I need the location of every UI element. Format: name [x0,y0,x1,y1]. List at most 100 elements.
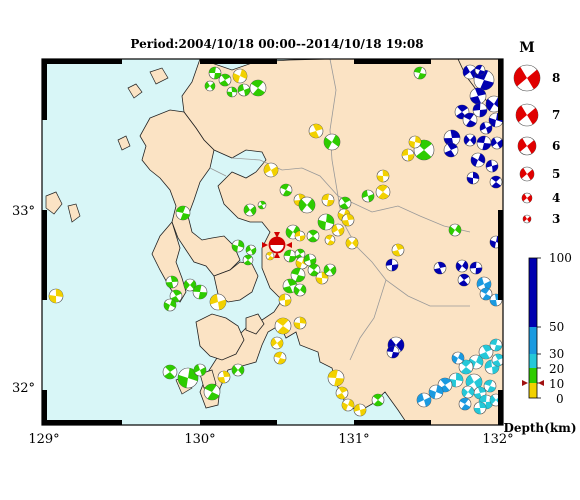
depth-tick-30: 30 [549,347,564,361]
depth-legend: 100 50 30 20 10 0 Depth(km) [503,251,576,435]
earthquake-event [165,275,179,289]
earthquake-event [331,223,345,237]
earthquake-event [237,83,251,97]
earthquake-event [401,148,415,162]
earthquake-event [249,79,267,97]
earthquake-event [479,121,493,135]
hizen-peninsula [139,109,241,277]
earthquake-event [317,213,335,231]
magnitude-legend-label-7: 7 [552,108,560,122]
depth-marker-left [522,380,528,386]
earthquake-event [294,230,306,242]
islet-w2 [67,203,81,223]
frame-bar-left [42,390,47,425]
lat-label-33: 33° [12,204,35,219]
earthquake-event [476,135,492,151]
earthquake-event [458,397,472,411]
magnitude-legend-ball-7 [515,103,539,127]
depth-band-20-30 [529,354,537,368]
earthquake-event [483,379,497,393]
earthquake-event [279,183,293,197]
earthquake-event [245,244,257,256]
depth-band-0-10 [529,383,537,398]
frame-bar-top [42,59,122,64]
earthquake-event [463,133,477,147]
earthquake-event [283,249,297,263]
amakusa-small [245,313,265,335]
period-title: Period:2004/10/18 00:00--2014/10/18 19:0… [130,37,423,51]
earthquake-event [490,136,503,150]
earthquake-event [294,248,306,260]
magnitude-legend-label-5: 5 [552,167,560,181]
magnitude-legend-header: M [519,40,535,56]
depth-tick-50: 50 [549,320,564,334]
mainshock-arrow-s [274,252,280,258]
earthquake-event [232,68,248,84]
earthquake-event [489,338,503,352]
earthquake-event [361,189,375,203]
magnitude-legend-label-4: 4 [552,191,560,205]
islet-w5 [117,135,131,151]
earthquake-event [428,384,444,400]
earthquake-event [386,345,400,359]
frame-graticule-bars [42,59,503,425]
earthquake-event [353,403,367,417]
earthquake-event [461,385,475,399]
boundary-1 [231,157,339,197]
mainshock-marker [262,232,292,258]
earthquake-event [282,278,298,294]
magnitude-legend-ball-6 [517,136,537,156]
depth-marker-right [538,380,544,386]
earthquake-event [303,253,317,267]
earthquake-event [376,169,390,183]
earthquake-event [462,112,478,128]
earthquake-event [270,336,284,350]
earthquake-event [470,152,486,168]
earthquake-event [208,66,222,80]
earthquake-event [204,80,216,92]
depth-tick-20: 20 [549,362,564,376]
earthquake-event [341,213,355,227]
frame-bar-bottom [42,420,122,425]
earthquake-event [323,133,341,151]
earthquake-event [315,271,329,285]
lon-label-132: 132° [482,432,513,447]
earthquake-event [324,234,336,246]
earthquake-event [163,298,177,312]
earthquake-event [472,102,488,118]
earthquake-event [278,293,292,307]
mainshock-quadrant [270,238,284,245]
earthquake-event [385,258,399,272]
frame-bar-left [42,210,47,300]
earthquake-event [466,171,480,185]
earthquake-event [455,259,469,273]
frame-bar-left [42,59,47,120]
earthquake-event [321,193,335,207]
magnitude-legend: M 8 7 6 5 4 3 [513,40,560,226]
earthquake-event [371,393,385,407]
earthquake-event [290,267,306,283]
earthquake-event [263,162,279,178]
earthquake-event [175,205,191,221]
earthquake-event [391,243,405,257]
earthquake-event [193,363,207,377]
frame-bar-bottom [354,420,431,425]
mainshock-arrow-n [274,232,280,238]
earthquake-event [231,239,245,253]
frame-bar-top [354,59,431,64]
earthquake-event [243,203,257,217]
depth-legend-label: Depth(km) [503,421,576,435]
earthquake-event [307,263,321,277]
magnitude-legend-label-8: 8 [552,71,560,85]
earthquake-event [327,369,345,387]
earthquake-event [416,392,432,408]
magnitude-legend-ball-3 [522,214,532,224]
earthquake-event [433,261,447,275]
earthquake-event [457,273,471,287]
earthquake-event [177,367,199,389]
earthquake-event [162,364,178,380]
magnitude-legend-ball-5 [519,166,535,182]
lon-label-131: 131° [338,432,369,447]
earthquake-event [257,200,267,210]
earthquake-event [298,196,316,214]
